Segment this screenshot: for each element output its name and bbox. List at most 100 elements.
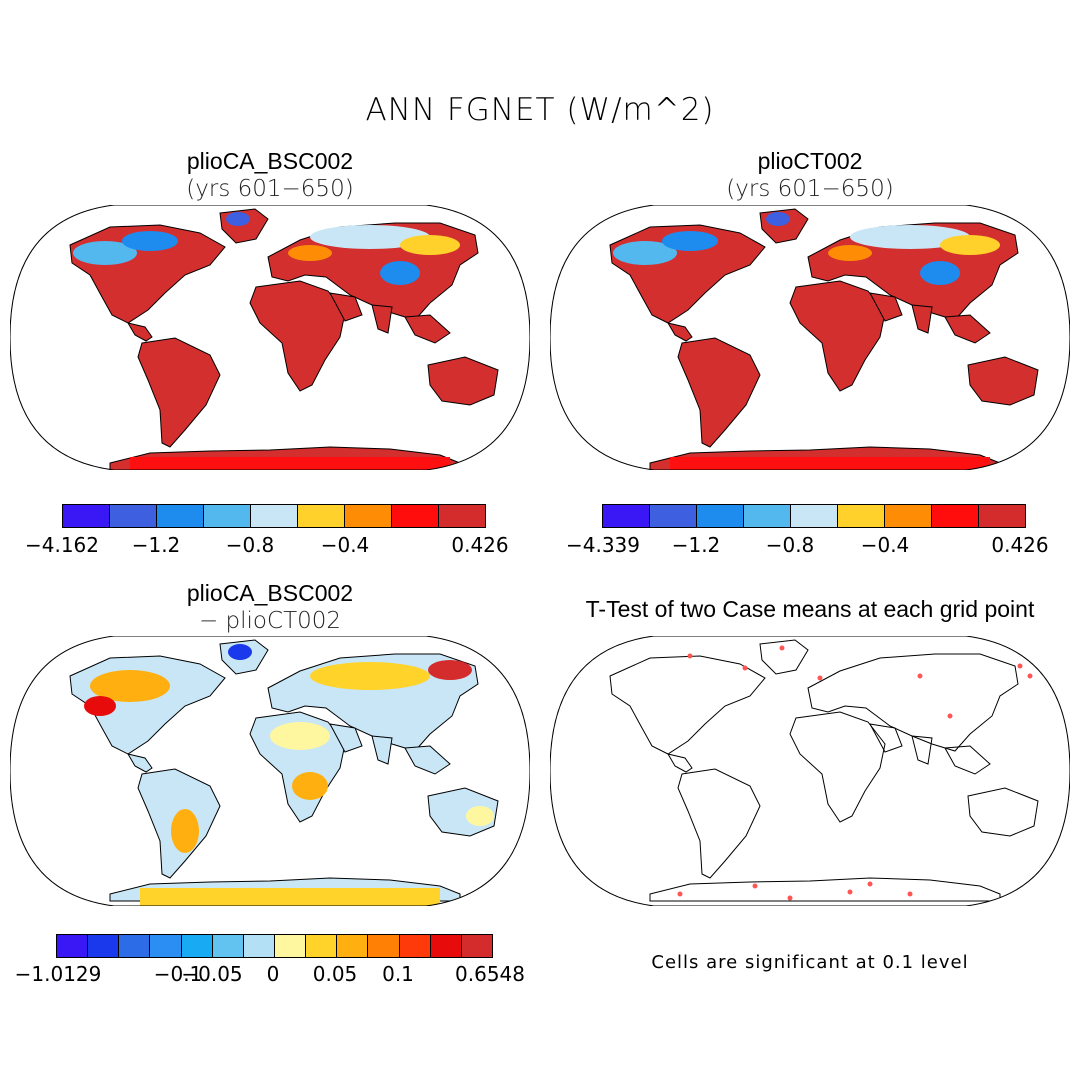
antarctica-band — [140, 888, 440, 906]
colorbar-swatch — [88, 935, 120, 957]
significant-cell — [677, 891, 683, 897]
colorbar-2-label: −1.2 — [671, 533, 721, 557]
europe-patch — [288, 245, 332, 261]
continent-camerica — [126, 322, 153, 342]
colorbar-swatch — [337, 935, 369, 957]
siberia-patch — [400, 235, 460, 255]
continent-india — [371, 304, 393, 334]
diff-patch — [310, 662, 430, 690]
colorbar-swatch — [345, 505, 392, 527]
continent-australia — [427, 356, 499, 406]
colorbar-panel-1 — [62, 504, 486, 528]
colorbar-swatch — [157, 505, 204, 527]
significant-cell — [779, 645, 785, 651]
main-title: ANN FGNET (W/m^2) — [365, 92, 715, 128]
colorbar-panel-2 — [602, 504, 1026, 528]
diff-patch — [84, 696, 116, 716]
map-land-layer — [609, 208, 1039, 470]
map-border — [10, 636, 530, 906]
colorbar-swatch — [368, 935, 400, 957]
colorbar-3-label: −0.05 — [181, 962, 243, 986]
panel-3-title: plioCA_BSC002 — [186, 580, 354, 606]
colorbar-swatch — [650, 505, 697, 527]
continent-greenland — [759, 639, 809, 675]
continent-india — [911, 304, 933, 334]
significant-cell — [907, 891, 913, 897]
continent-arabia — [869, 723, 903, 753]
significant-cell — [787, 895, 793, 901]
colorbar-swatch — [204, 505, 251, 527]
panel-2-title: plioCT002 — [757, 148, 863, 174]
high-lat-patch — [662, 231, 718, 251]
colorbar-swatch — [110, 505, 157, 527]
colorbar-1-label-min: −4.162 — [24, 533, 100, 557]
colorbar-2-label-max: 0.426 — [991, 533, 1049, 557]
colorbar-swatch — [399, 935, 431, 957]
map-plioCA-BSC002 — [10, 205, 530, 470]
greenland-patch — [766, 212, 790, 226]
map-land-layer — [69, 208, 499, 470]
significant-cell — [687, 653, 693, 659]
colorbar-1-label: −0.4 — [320, 533, 370, 557]
diff-patch — [428, 660, 472, 680]
significant-cell — [1027, 673, 1033, 679]
colorbar-swatch — [838, 505, 885, 527]
tibet-patch — [920, 261, 960, 285]
significant-cell — [752, 883, 758, 889]
panel-2-subtitle: (yrs 601−650) — [726, 176, 894, 202]
colorbar-3-label: 0.1 — [382, 962, 414, 986]
continent-eurasia — [807, 653, 1019, 752]
significant-cell — [847, 889, 853, 895]
map-border — [550, 205, 1070, 470]
continent-africa — [789, 280, 886, 392]
colorbar-swatch — [744, 505, 791, 527]
colorbar-swatch — [243, 935, 275, 957]
colorbar-swatch — [274, 935, 307, 957]
colorbar-3-label: 0.05 — [312, 962, 358, 986]
europe-patch — [828, 245, 872, 261]
significance-note: Cells are significant at 0.1 level — [651, 952, 969, 973]
siberia-patch — [310, 225, 430, 249]
continent-arabia — [329, 292, 363, 322]
diff-patch — [90, 670, 170, 702]
continent-seasia — [404, 745, 451, 775]
continent-africa — [249, 280, 346, 392]
colorbar-1-label: −1.2 — [131, 533, 181, 557]
colorbar-swatch — [932, 505, 979, 527]
high-lat-patch — [122, 231, 178, 251]
continent-arabia — [329, 723, 363, 753]
colorbar-swatch — [439, 505, 485, 527]
colorbar-swatch — [603, 505, 650, 527]
colorbar-swatch — [791, 505, 838, 527]
continent-camerica — [126, 753, 153, 773]
colorbar-swatch — [150, 935, 182, 957]
map-land-layer — [609, 639, 1039, 902]
map-border — [550, 636, 1070, 906]
continent-australia — [967, 356, 1039, 406]
colorbar-3-label: 0 — [266, 962, 280, 986]
colorbar-swatch — [212, 935, 244, 957]
colorbar-swatch — [461, 935, 492, 957]
significant-cell — [742, 665, 748, 671]
colorbar-swatch — [306, 935, 338, 957]
colorbar-2-label: −0.4 — [860, 533, 910, 557]
colorbar-swatch — [298, 505, 345, 527]
colorbar-3-label: −0.1 — [153, 962, 203, 986]
diff-patch — [228, 644, 252, 660]
diff-patch — [292, 772, 328, 800]
colorbar-panel-3 — [56, 934, 493, 958]
colorbar-1-label-max: 0.426 — [451, 533, 509, 557]
colorbar-swatch — [430, 935, 462, 957]
continent-antarctica — [649, 877, 1001, 902]
diff-patch — [270, 722, 330, 750]
significant-cell — [817, 675, 823, 681]
colorbar-2-label-min: −4.339 — [565, 533, 641, 557]
significant-cell — [947, 713, 953, 719]
continent-camerica — [666, 753, 693, 773]
continent-samerica — [677, 337, 761, 448]
colorbar-swatch — [979, 505, 1025, 527]
colorbar-swatch — [697, 505, 744, 527]
map-border — [10, 205, 530, 470]
continent-samerica — [137, 337, 221, 448]
antarctica-band — [130, 457, 450, 470]
